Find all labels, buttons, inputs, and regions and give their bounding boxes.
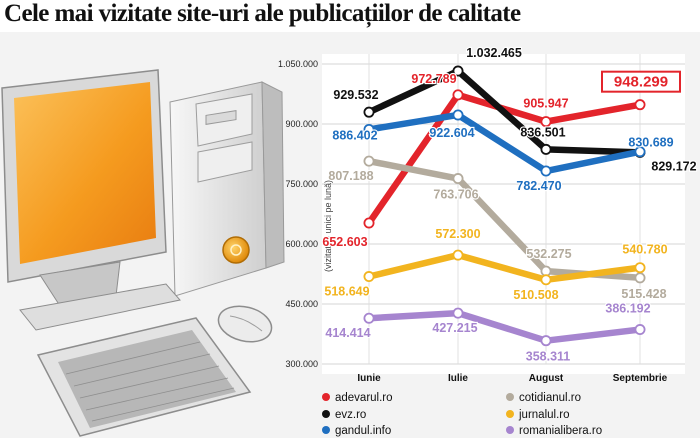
series-line-evz-ro xyxy=(365,67,644,156)
data-label: 515.428 xyxy=(621,287,666,301)
data-label: 652.603 xyxy=(322,235,367,249)
legend-label: romanialibera.ro xyxy=(519,425,602,437)
highlight-box xyxy=(601,70,681,93)
data-point xyxy=(634,99,646,111)
y-tick-label: 1.050.000 xyxy=(278,59,318,69)
data-label: 922.604 xyxy=(429,126,474,140)
data-label: 836.501 xyxy=(520,125,565,139)
y-tick-label: 750.000 xyxy=(285,179,318,189)
data-point xyxy=(363,106,375,118)
data-point xyxy=(363,123,375,135)
data-point xyxy=(452,249,464,261)
y-tick-label: 300.000 xyxy=(285,359,318,369)
data-point xyxy=(452,65,464,77)
legend-label: evz.ro xyxy=(335,409,366,421)
data-label: 829.172 xyxy=(651,159,696,173)
data-label: 572.300 xyxy=(435,227,480,241)
data-label: 972.789 xyxy=(411,72,456,86)
data-point xyxy=(452,307,464,319)
y-tick-label: 450.000 xyxy=(285,299,318,309)
series-line-jurnalul-ro xyxy=(365,251,644,284)
data-point xyxy=(540,143,552,155)
data-label: 763.706 xyxy=(433,188,478,202)
computer-illustration xyxy=(1,69,285,437)
data-label: 1.032.465 xyxy=(466,46,522,60)
legend-marker xyxy=(506,426,514,434)
legend-marker xyxy=(322,393,330,401)
data-label: 540.780 xyxy=(622,243,667,257)
data-label: 929.532 xyxy=(333,88,378,102)
data-label: 532.275 xyxy=(526,247,571,261)
legend-label: jurnalul.ro xyxy=(518,409,570,421)
legend-marker xyxy=(506,393,514,401)
data-label: 427.215 xyxy=(432,321,477,335)
data-label: 414.414 xyxy=(325,326,370,340)
x-tick-label: August xyxy=(529,373,564,384)
data-point xyxy=(634,324,646,336)
legend-label: gandul.info xyxy=(335,425,391,437)
data-point xyxy=(363,217,375,229)
data-point xyxy=(540,335,552,347)
line-chart: 300.000 450.000 600.000 750.000 900.000 1.050… xyxy=(278,45,698,437)
data-label: 886.402 xyxy=(332,128,377,142)
monitor-icon xyxy=(1,69,181,331)
legend-marker xyxy=(322,410,330,418)
legend-label: adevarul.ro xyxy=(335,392,393,404)
page-title: Cele mai vizitate site-uri ale publicați… xyxy=(4,0,521,27)
data-point xyxy=(540,116,552,128)
data-label: 510.508 xyxy=(513,288,558,302)
data-point xyxy=(363,271,375,283)
y-tick-label: 600.000 xyxy=(285,239,318,249)
data-point xyxy=(540,274,552,286)
data-point xyxy=(634,146,646,158)
data-point xyxy=(363,155,375,167)
pc-tower-icon xyxy=(169,81,285,297)
y-tick-label: 900.000 xyxy=(285,119,318,129)
data-label: 782.470 xyxy=(516,179,561,193)
data-point xyxy=(634,272,646,284)
x-tick-label: Iunie xyxy=(357,373,381,384)
data-label: 905.947 xyxy=(523,97,568,111)
mouse-icon xyxy=(217,305,273,343)
data-point xyxy=(363,312,375,324)
series-line-gandul-info xyxy=(365,111,644,175)
x-tick-label: Septembrie xyxy=(613,373,668,384)
legend-marker xyxy=(506,410,514,418)
data-label: 386.192 xyxy=(605,302,650,316)
legend-marker xyxy=(322,426,330,434)
data-label: 358.311 xyxy=(526,350,571,364)
data-label: 830.689 xyxy=(628,136,673,150)
data-label: 518.649 xyxy=(324,285,369,299)
data-point xyxy=(540,165,552,177)
data-point xyxy=(452,89,464,101)
data-point xyxy=(634,262,646,274)
data-label: 948.299 xyxy=(614,74,668,91)
data-point xyxy=(452,109,464,121)
keyboard-icon xyxy=(36,317,252,437)
data-point xyxy=(452,173,464,185)
legend-label: cotidianul.ro xyxy=(519,392,581,404)
x-tick-label: Iulie xyxy=(448,373,468,384)
data-label: 807.188 xyxy=(328,169,373,183)
y-axis-label: (vizitatori unici pe lună) xyxy=(323,180,333,272)
series-line-romanialibera-ro xyxy=(365,309,644,344)
